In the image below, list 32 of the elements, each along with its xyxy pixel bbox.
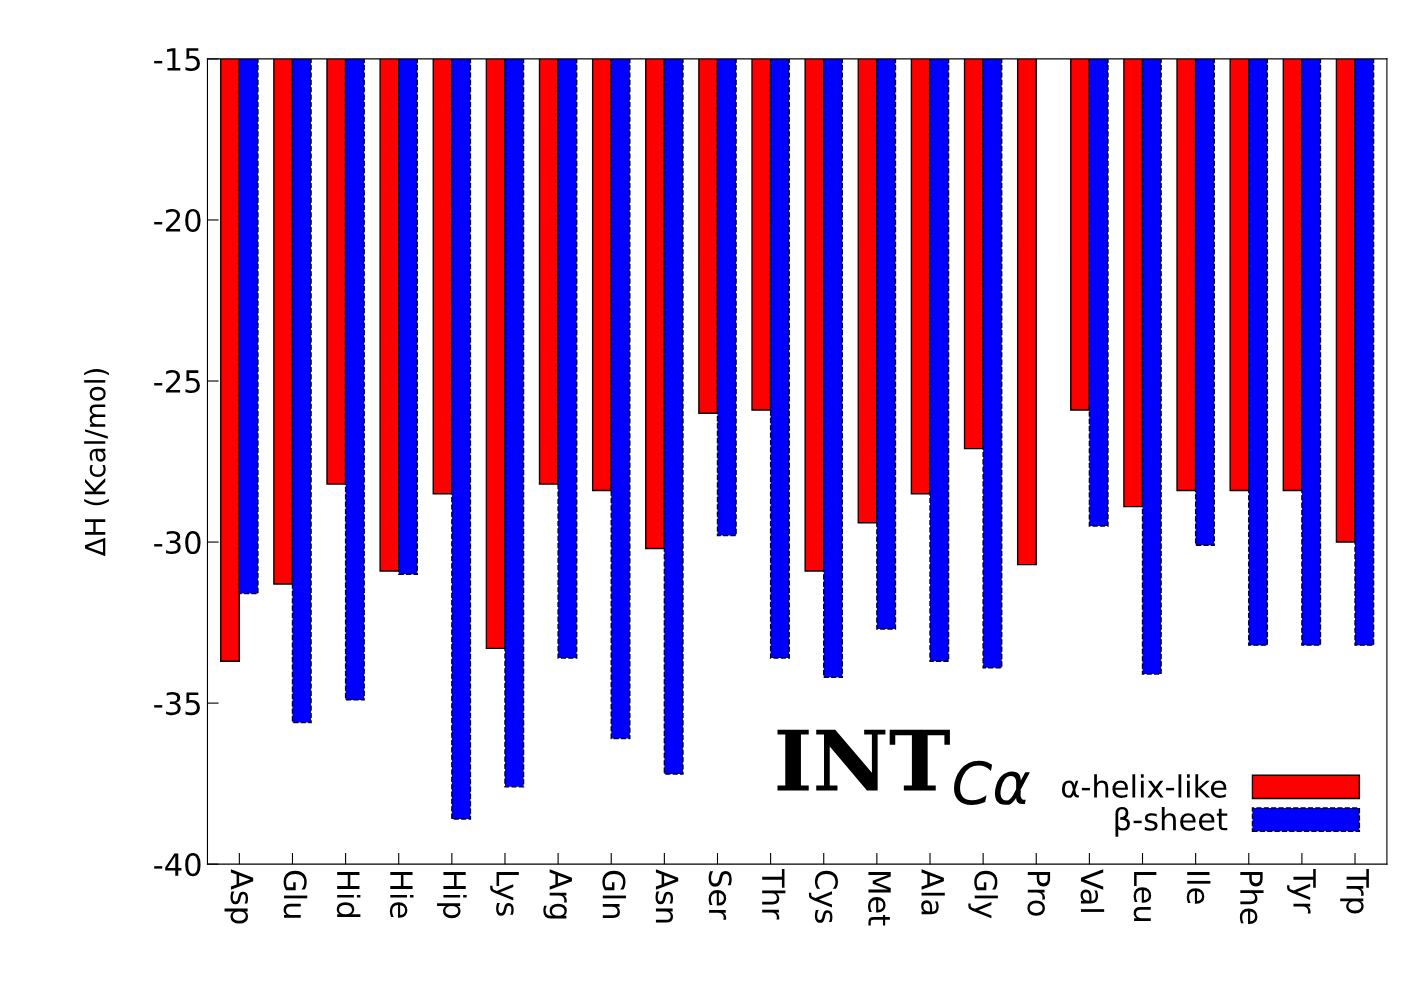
y-tick-label: -20 bbox=[154, 208, 201, 233]
y-tick-label: -15 bbox=[154, 48, 200, 71]
x-tick-label: Ile bbox=[1186, 872, 1211, 904]
x-tick-label: Arg bbox=[543, 869, 572, 919]
x-tick-label: Gln bbox=[602, 870, 627, 918]
x-tick-label: Ala bbox=[921, 869, 945, 915]
x-tick-label: Val bbox=[1080, 869, 1105, 912]
annotation: INT$_{Cα}$ bbox=[777, 729, 1030, 805]
x-tick-label: Ser bbox=[708, 871, 732, 920]
x-tick-label: Asp bbox=[224, 869, 254, 924]
x-tick-label: Met bbox=[868, 872, 891, 926]
x-tick-label: Hip bbox=[437, 872, 467, 919]
x-tick-label: Leu bbox=[1133, 872, 1157, 921]
x-tick-label: Asn bbox=[655, 869, 679, 923]
y-tick-label: -30 bbox=[154, 530, 201, 555]
legend-label: β-sheet bbox=[1115, 806, 1228, 837]
legend-label: α-helix-like bbox=[1061, 774, 1227, 798]
y-axis-title: ΔH (Kcal/mol) bbox=[84, 369, 109, 557]
x-tick-label: Trp bbox=[1340, 868, 1369, 914]
x-tick-label: Gly bbox=[968, 870, 998, 919]
x-tick-label: Hie bbox=[389, 872, 414, 918]
y-tick-label: -25 bbox=[154, 369, 200, 394]
x-tick-label: Lys bbox=[490, 872, 519, 916]
x-tick-label: Phe bbox=[1239, 872, 1264, 924]
x-tick-label: Glu bbox=[283, 870, 308, 918]
x-tick-label: Thr bbox=[762, 868, 786, 920]
y-tick-label: -40 bbox=[154, 853, 201, 877]
x-tick-label: Hid bbox=[336, 872, 361, 918]
x-tick-label: Tyr bbox=[1287, 868, 1316, 914]
x-tick-label: Cys bbox=[808, 870, 838, 923]
x-tick-label: Pro bbox=[1027, 872, 1051, 916]
y-tick-label: -35 bbox=[154, 692, 200, 716]
